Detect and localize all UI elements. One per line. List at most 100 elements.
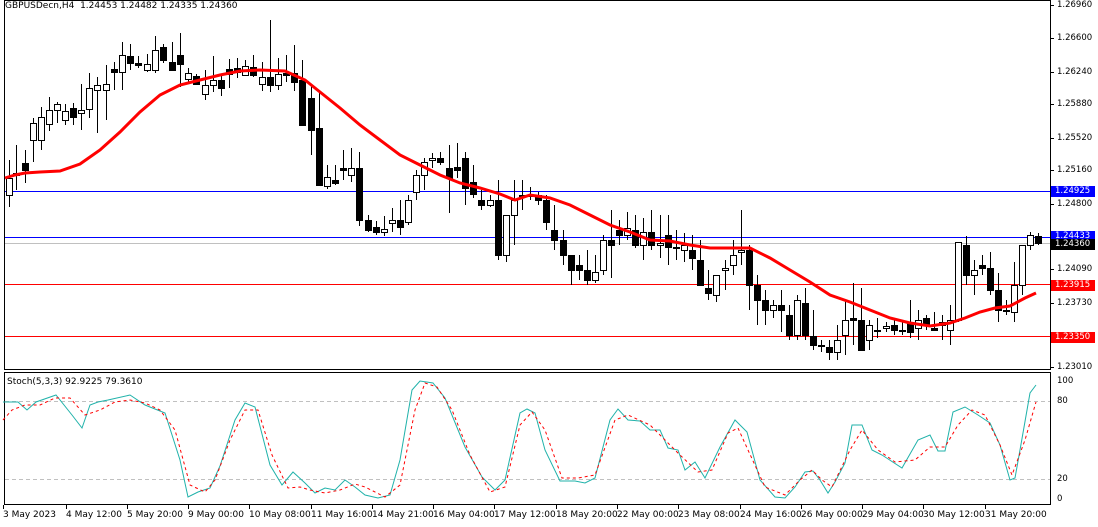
candle — [608, 240, 615, 246]
candle — [160, 47, 167, 61]
candle — [348, 168, 355, 176]
candle — [866, 325, 873, 341]
price-tag: 1.23350 — [1051, 332, 1095, 343]
candle — [22, 163, 29, 171]
stoch-level-lines — [5, 401, 1050, 480]
candle — [127, 56, 134, 64]
time-label: 26 May 00:00 — [801, 510, 863, 520]
candle — [332, 180, 339, 184]
price-tag: 1.23915 — [1051, 280, 1095, 291]
candle — [995, 290, 1002, 311]
horizontal-lines[interactable] — [5, 191, 1050, 337]
time-label: 31 May 20:00 — [985, 510, 1047, 520]
candle — [834, 340, 841, 353]
candle — [754, 285, 761, 301]
candle — [177, 55, 184, 65]
candle — [503, 215, 510, 256]
candle — [979, 265, 986, 269]
indicator-level-label: 100 — [1057, 376, 1074, 386]
candle — [259, 77, 266, 85]
indicator-frame — [4, 372, 1051, 505]
candle — [568, 255, 575, 271]
candle — [874, 330, 881, 332]
candle — [592, 272, 599, 281]
candle — [899, 330, 906, 332]
candle — [778, 305, 785, 311]
candle — [616, 230, 623, 236]
candle — [697, 260, 704, 286]
candle — [267, 77, 274, 86]
candle — [152, 50, 159, 71]
candle — [144, 64, 151, 71]
time-label: 3 May 2023 — [3, 510, 56, 520]
candle — [299, 80, 306, 126]
candle — [169, 62, 176, 71]
candle — [842, 320, 849, 336]
candle — [681, 245, 688, 251]
candle — [850, 318, 857, 321]
candle — [389, 220, 396, 224]
price-label: 1.25520 — [1057, 133, 1093, 143]
candle — [365, 220, 372, 231]
price-label: 1.26600 — [1057, 33, 1093, 43]
candle — [770, 305, 777, 311]
candle — [38, 117, 45, 141]
candle — [746, 250, 753, 286]
time-label: 29 May 04:00 — [862, 510, 924, 520]
candle — [356, 168, 363, 221]
time-label: 9 May 00:00 — [188, 510, 244, 520]
candle — [560, 240, 567, 256]
candle — [62, 111, 69, 121]
time-label: 10 May 08:00 — [249, 510, 311, 520]
candle — [6, 178, 13, 196]
price-tag: 1.24360 — [1051, 239, 1095, 250]
candle — [86, 88, 93, 110]
candle — [543, 200, 550, 223]
candle — [78, 110, 85, 114]
price-tag: 1.24925 — [1051, 186, 1095, 197]
indicator-level-label: 20 — [1057, 474, 1068, 484]
time-label: 17 May 12:00 — [494, 510, 556, 520]
time-label: 5 May 20:00 — [127, 510, 183, 520]
candle — [470, 182, 477, 195]
candle — [600, 240, 607, 271]
candle — [1003, 310, 1010, 312]
time-label: 18 May 20:00 — [556, 510, 618, 520]
candle — [971, 270, 978, 276]
candle — [70, 108, 77, 118]
candle — [551, 230, 558, 241]
candle — [54, 104, 61, 111]
time-label: 4 May 12:00 — [66, 510, 122, 520]
candle — [218, 80, 225, 89]
price-label: 1.23010 — [1057, 362, 1093, 372]
candle — [437, 158, 444, 163]
candlesticks — [6, 20, 1042, 360]
candle — [705, 288, 712, 294]
price-tag: 1.24433 — [1051, 231, 1095, 242]
price-label: 1.23730 — [1057, 298, 1093, 308]
candle — [135, 63, 142, 66]
time-label: 23 May 08:00 — [678, 510, 740, 520]
candle — [462, 158, 469, 189]
candle — [657, 243, 664, 246]
candle — [632, 230, 639, 246]
candle — [673, 247, 680, 249]
candle — [185, 73, 192, 80]
time-label: 30 May 12:00 — [923, 510, 985, 520]
price-label: 1.26960 — [1057, 0, 1093, 10]
price-label: 1.24090 — [1057, 264, 1093, 274]
candle — [487, 200, 494, 206]
indicator-title: Stoch(5,3,3) 92.9225 79.3610 — [7, 377, 143, 387]
candle — [576, 265, 583, 271]
candle — [738, 250, 745, 253]
candle — [103, 84, 110, 91]
candle — [858, 320, 865, 351]
candle — [405, 200, 412, 223]
stoch-main-line — [3, 380, 1037, 499]
candle — [308, 98, 315, 131]
price-label: 1.24800 — [1057, 199, 1093, 209]
candle — [275, 74, 282, 86]
time-label: 14 May 21:00 — [372, 510, 434, 520]
candle — [30, 123, 37, 141]
